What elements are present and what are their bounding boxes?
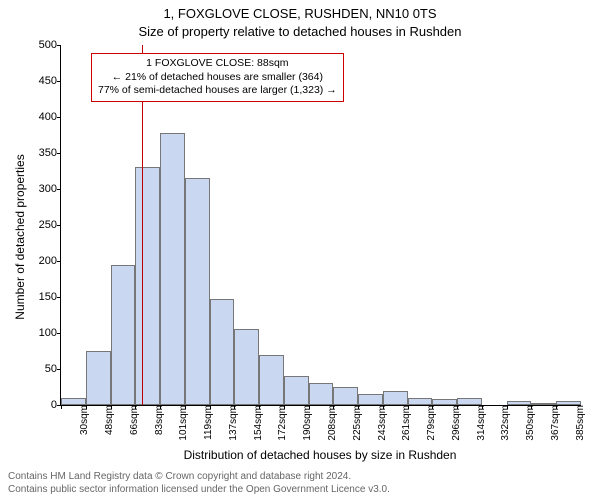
- histogram-bar: [408, 398, 433, 405]
- ytick-mark: [57, 333, 61, 334]
- xtick-label: 350sqm: [523, 405, 536, 441]
- ytick-mark: [57, 225, 61, 226]
- xtick-label: 83sqm: [152, 405, 165, 435]
- xtick-mark: [507, 405, 508, 409]
- ytick-mark: [57, 81, 61, 82]
- callout-line2: ← 21% of detached houses are smaller (36…: [98, 71, 337, 85]
- xtick-mark: [457, 405, 458, 409]
- xtick-mark: [185, 405, 186, 409]
- histogram-bar: [210, 299, 235, 405]
- xtick-label: 208sqm: [325, 405, 338, 441]
- callout-line3: 77% of semi-detached houses are larger (…: [98, 84, 337, 98]
- xtick-mark: [408, 405, 409, 409]
- title-line2: Size of property relative to detached ho…: [0, 24, 600, 39]
- xtick-label: 225sqm: [350, 405, 363, 441]
- xtick-label: 279sqm: [424, 405, 437, 441]
- license-text: Contains HM Land Registry data © Crown c…: [8, 471, 390, 496]
- xtick-mark: [259, 405, 260, 409]
- callout-line1: 1 FOXGLOVE CLOSE: 88sqm: [98, 57, 337, 71]
- xtick-mark: [333, 405, 334, 409]
- xtick-label: 119sqm: [201, 405, 214, 440]
- ytick-mark: [57, 189, 61, 190]
- histogram-bar: [61, 398, 86, 405]
- xtick-label: 101sqm: [176, 405, 189, 441]
- histogram-bar: [86, 351, 111, 405]
- callout-box: 1 FOXGLOVE CLOSE: 88sqm← 21% of detached…: [91, 53, 344, 102]
- histogram-bar: [259, 355, 284, 405]
- ytick-mark: [57, 117, 61, 118]
- histogram-bar: [135, 167, 160, 405]
- chart-container: { "chart": { "type": "histogram", "title…: [0, 0, 600, 500]
- histogram-bar: [284, 376, 309, 405]
- xtick-mark: [160, 405, 161, 409]
- license-line2: Contains public sector information licen…: [8, 484, 390, 497]
- x-axis-label: Distribution of detached houses by size …: [60, 448, 580, 462]
- plot-area: 05010015020025030035040045050030sqm48sqm…: [60, 45, 581, 406]
- histogram-bar: [185, 178, 210, 405]
- xtick-mark: [531, 405, 532, 409]
- xtick-label: 154sqm: [251, 405, 264, 441]
- xtick-mark: [309, 405, 310, 409]
- xtick-mark: [61, 405, 62, 409]
- xtick-mark: [383, 405, 384, 409]
- histogram-bar: [333, 387, 358, 405]
- ytick-mark: [57, 45, 61, 46]
- license-line1: Contains HM Land Registry data © Crown c…: [8, 471, 390, 484]
- histogram-bar: [160, 133, 185, 405]
- histogram-bar: [111, 265, 136, 405]
- y-axis-label: Number of detached properties: [13, 107, 27, 367]
- xtick-mark: [432, 405, 433, 409]
- xtick-label: 332sqm: [498, 405, 511, 441]
- xtick-label: 137sqm: [226, 405, 239, 441]
- xtick-label: 296sqm: [449, 405, 462, 441]
- ytick-mark: [57, 297, 61, 298]
- xtick-mark: [556, 405, 557, 409]
- xtick-mark: [135, 405, 136, 409]
- xtick-mark: [482, 405, 483, 409]
- xtick-mark: [358, 405, 359, 409]
- xtick-label: 314sqm: [474, 405, 487, 441]
- xtick-mark: [86, 405, 87, 409]
- ytick-mark: [57, 153, 61, 154]
- xtick-label: 385sqm: [573, 405, 586, 441]
- xtick-label: 66sqm: [127, 405, 140, 435]
- xtick-label: 48sqm: [102, 405, 115, 435]
- xtick-mark: [111, 405, 112, 409]
- xtick-mark: [284, 405, 285, 409]
- histogram-bar: [383, 391, 408, 405]
- xtick-label: 190sqm: [300, 405, 313, 441]
- xtick-label: 30sqm: [77, 405, 90, 435]
- xtick-mark: [234, 405, 235, 409]
- title-line1: 1, FOXGLOVE CLOSE, RUSHDEN, NN10 0TS: [0, 6, 600, 21]
- xtick-label: 261sqm: [399, 405, 412, 441]
- histogram-bar: [358, 394, 383, 405]
- ytick-mark: [57, 261, 61, 262]
- xtick-label: 243sqm: [375, 405, 388, 441]
- histogram-bar: [234, 329, 259, 405]
- xtick-mark: [210, 405, 211, 409]
- xtick-label: 172sqm: [275, 405, 288, 441]
- histogram-bar: [457, 398, 482, 405]
- ytick-mark: [57, 369, 61, 370]
- xtick-label: 367sqm: [548, 405, 561, 441]
- histogram-bar: [309, 383, 334, 405]
